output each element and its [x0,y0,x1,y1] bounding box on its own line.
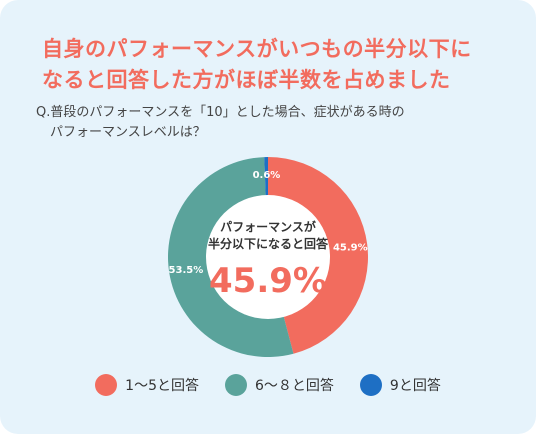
legend-swatch [224,374,247,396]
slice-1-5-label: 45.9% [333,242,368,253]
legend-label: 9と回答 [389,378,441,394]
donut-hole [206,195,330,319]
legend-swatch [95,374,118,396]
survey-question: Q.普段のパフォーマンスを「10」とした場合、症状がある時の パフォーマンスレベ… [36,103,506,143]
slice-6-8-label: 53.5% [169,265,204,276]
slice-9-label: 0.6% [253,170,281,181]
chart-title: 自身のパフォーマンスがいつもの半分以下に なると回答した方がほぼ半数を占めました [42,34,512,96]
title-line-2: なると回答した方がほぼ半数を占めました [42,68,451,92]
legend-item-2: 6〜８と回答 [224,374,334,396]
title-line-1: 自身のパフォーマンスがいつもの半分以下に [42,37,472,61]
legend-label: 1〜5と回答 [125,378,199,394]
legend-item-3: 9と回答 [359,374,441,396]
chart-legend: 1〜5と回答 6〜８と回答 9と回答 [0,374,536,396]
legend-item-1: 1〜5と回答 [95,374,199,396]
center-value: 45.9% [209,261,327,301]
center-caption-line-2: 半分以下になると回答 [208,236,329,251]
legend-label: 6〜８と回答 [254,378,334,394]
legend-swatch [359,374,382,396]
question-line-2: パフォーマンスレベルは？ [50,125,206,140]
question-line-1: Q.普段のパフォーマンスを「10」とした場合、症状がある時の [36,105,405,120]
slice-labels: 45.9% 53.5% 0.6% [169,170,368,276]
center-caption-line-1: パフォーマンスが [220,219,316,234]
